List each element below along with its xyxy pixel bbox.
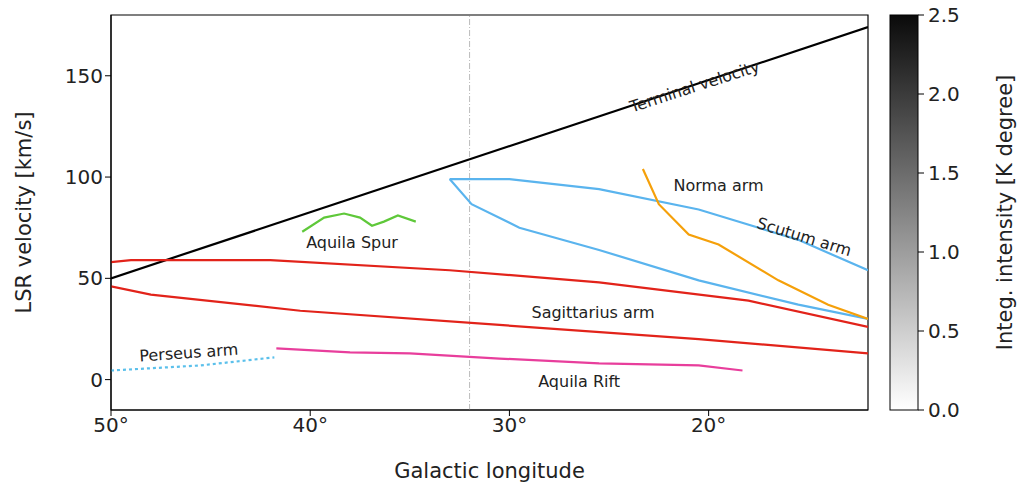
svg-text:0.5: 0.5: [928, 319, 960, 343]
svg-text:Integ. intensity [K degree]: Integ. intensity [K degree]: [993, 75, 1017, 350]
svg-text:1.5: 1.5: [928, 161, 960, 185]
svg-text:Norma arm: Norma arm: [673, 176, 763, 195]
svg-text:Terminal velocity: Terminal velocity: [627, 57, 762, 117]
svg-text:50: 50: [78, 266, 103, 290]
svg-text:Aquila Rift: Aquila Rift: [538, 372, 620, 391]
svg-text:Sagittarius arm: Sagittarius arm: [531, 303, 654, 322]
svg-text:Perseus arm: Perseus arm: [139, 340, 239, 366]
svg-text:100: 100: [65, 165, 103, 189]
svg-text:20°: 20°: [691, 413, 726, 437]
svg-text:Scutum arm: Scutum arm: [755, 213, 854, 260]
svg-text:2.5: 2.5: [928, 3, 960, 27]
svg-text:50°: 50°: [93, 413, 128, 437]
svg-text:LSR velocity [km/s]: LSR velocity [km/s]: [12, 111, 36, 313]
svg-text:30°: 30°: [492, 413, 527, 437]
svg-text:2.0: 2.0: [928, 82, 960, 106]
svg-text:Aquila Spur: Aquila Spur: [306, 233, 398, 252]
svg-text:0.0: 0.0: [928, 398, 960, 422]
svg-text:0: 0: [90, 368, 103, 392]
svg-text:1.0: 1.0: [928, 240, 960, 264]
svg-text:40°: 40°: [292, 413, 327, 437]
svg-text:150: 150: [65, 64, 103, 88]
svg-text:Galactic longitude: Galactic longitude: [394, 459, 585, 483]
